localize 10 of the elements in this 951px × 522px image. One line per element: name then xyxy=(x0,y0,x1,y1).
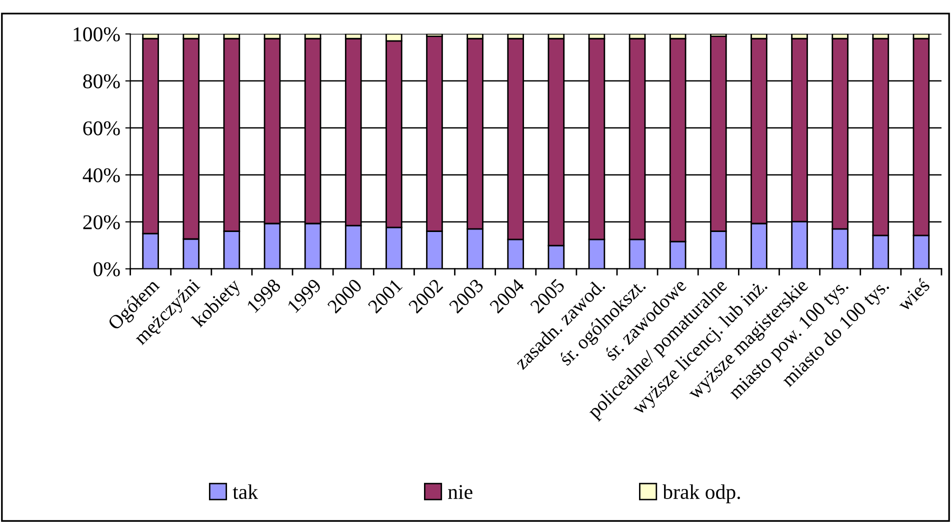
y-tick-label: 60% xyxy=(83,121,120,136)
y-tick-label: 40% xyxy=(82,168,120,182)
y-tick-label: 0% xyxy=(94,262,120,276)
y-tick-label: 20% xyxy=(83,215,120,230)
x-tick-label: wieś xyxy=(896,278,930,312)
y-tick-label: 100% xyxy=(74,27,120,42)
legend-label: tak xyxy=(232,484,258,500)
legend-label: nie xyxy=(448,485,472,500)
y-tick-label: 80% xyxy=(83,74,120,88)
legend-label: brak odp. xyxy=(662,484,740,504)
